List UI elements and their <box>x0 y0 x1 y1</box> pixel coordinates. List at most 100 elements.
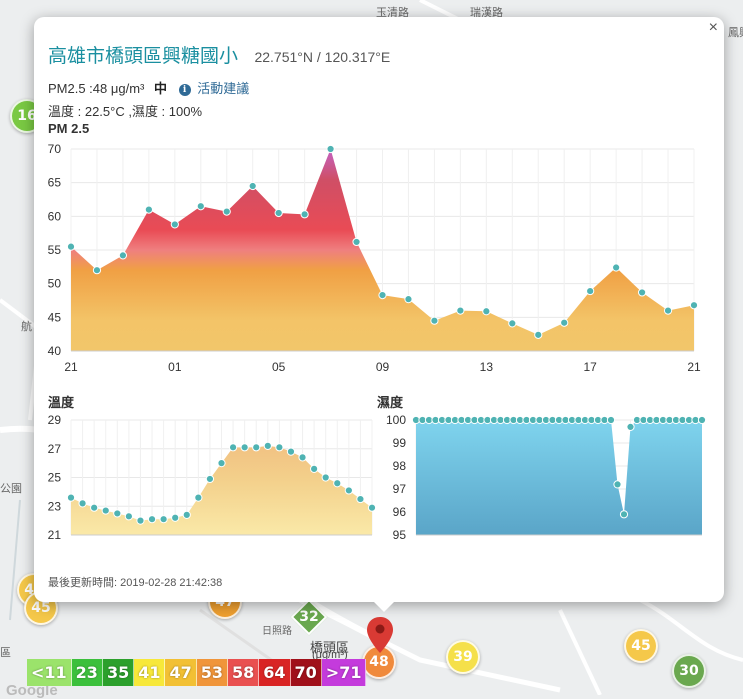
series-area <box>416 420 702 535</box>
data-point[interactable] <box>194 493 203 502</box>
data-point[interactable] <box>118 251 128 260</box>
y-tick-label: 98 <box>393 459 407 473</box>
sensor-diamond-value: 32 <box>299 609 319 625</box>
road-label: 瑞漢路 <box>470 7 503 19</box>
data-point[interactable] <box>92 266 102 275</box>
data-point[interactable] <box>263 441 272 450</box>
data-point[interactable] <box>171 513 180 522</box>
data-point[interactable] <box>300 210 309 219</box>
data-point[interactable] <box>560 318 569 327</box>
road-label: 玉清路 <box>376 7 409 19</box>
data-point[interactable] <box>456 306 465 315</box>
data-point[interactable] <box>124 512 133 521</box>
data-point[interactable] <box>170 220 179 229</box>
y-tick-label: 45 <box>48 310 62 324</box>
data-point[interactable] <box>606 415 616 425</box>
location-pin-icon[interactable] <box>367 617 393 653</box>
legend-item: 70 <box>290 659 322 686</box>
data-point[interactable] <box>222 207 231 216</box>
data-point[interactable] <box>326 144 335 154</box>
data-point[interactable] <box>404 295 413 304</box>
data-point[interactable] <box>344 486 353 495</box>
data-point[interactable] <box>101 506 110 515</box>
data-point[interactable] <box>367 503 377 512</box>
data-point[interactable] <box>298 453 307 462</box>
road-label: 鳳興路 <box>728 27 743 39</box>
data-point[interactable] <box>321 473 330 482</box>
data-point[interactable] <box>534 330 543 339</box>
district-label: 橋頭區 <box>310 640 350 655</box>
data-point[interactable] <box>689 301 699 310</box>
data-point[interactable] <box>663 306 673 315</box>
data-point[interactable] <box>90 503 99 512</box>
pm25-color-legend: <11 23 35 41 47 53 58 64 70 >71 <box>27 659 367 686</box>
data-point[interactable] <box>333 479 342 488</box>
aqi-marker[interactable]: 30 <box>672 654 706 688</box>
aqi-marker[interactable]: 39 <box>446 640 480 674</box>
data-point[interactable] <box>430 316 439 325</box>
info-icon[interactable]: i <box>178 83 191 96</box>
aqi-marker[interactable]: 45 <box>624 629 658 663</box>
weather-reading: 溫度 : 22.5°C ,濕度 : 100% <box>48 104 203 119</box>
data-point[interactable] <box>78 499 87 508</box>
y-tick-label: 40 <box>48 344 62 358</box>
pm25-chart-title: PM 2.5 <box>48 121 90 136</box>
pm25-reading: PM2.5 :48 μg/m³ <box>48 81 145 96</box>
data-point[interactable] <box>196 202 205 211</box>
x-tick-label: 17 <box>583 360 597 374</box>
y-tick-label: 23 <box>48 499 62 513</box>
data-point[interactable] <box>159 515 168 524</box>
x-tick-label: 09 <box>376 360 390 374</box>
data-point[interactable] <box>619 510 629 519</box>
data-point[interactable] <box>113 509 122 518</box>
data-point[interactable] <box>626 422 635 431</box>
data-point[interactable] <box>217 459 226 468</box>
data-point[interactable] <box>275 443 284 452</box>
data-point[interactable] <box>586 286 595 296</box>
y-tick-label: 55 <box>48 243 62 257</box>
data-point[interactable] <box>378 291 387 300</box>
road-label: 日照路 <box>262 626 292 637</box>
x-tick-label: 21 <box>687 360 701 374</box>
pm25-chart: 40 45 50 55 60 65 70 21 01 05 09 13 17 21 <box>48 142 701 374</box>
y-tick-label: 70 <box>48 142 62 156</box>
legend-item: 47 <box>165 659 197 686</box>
humidity-chart: 95 96 97 98 99 100 <box>386 413 707 542</box>
data-point[interactable] <box>612 263 621 272</box>
data-point[interactable] <box>274 208 283 218</box>
y-tick-label: 29 <box>48 413 62 427</box>
station-title: 高雄市橋頭區興糖國小 <box>48 46 239 67</box>
y-tick-label: 65 <box>48 176 62 190</box>
data-point[interactable] <box>356 494 365 504</box>
legend-item: <11 <box>27 659 72 686</box>
data-point[interactable] <box>637 288 647 297</box>
data-point[interactable] <box>482 307 491 316</box>
data-point[interactable] <box>613 480 622 489</box>
legend-item: 53 <box>196 659 228 686</box>
data-point[interactable] <box>697 415 707 425</box>
data-point[interactable] <box>508 319 517 328</box>
y-tick-label: 21 <box>48 528 62 542</box>
place-label: 公園 <box>0 483 22 495</box>
data-point[interactable] <box>248 181 257 191</box>
data-point[interactable] <box>144 205 153 214</box>
place-label: 區 <box>0 647 11 659</box>
legend-item: 64 <box>259 659 291 686</box>
close-icon[interactable]: × <box>708 19 718 36</box>
data-point[interactable] <box>205 474 215 484</box>
data-point[interactable] <box>240 443 249 452</box>
data-point[interactable] <box>182 510 191 519</box>
data-point[interactable] <box>66 242 76 251</box>
unit-label: (μg/m³) <box>312 649 348 661</box>
activity-advice-link[interactable]: 活動建議 <box>197 81 250 96</box>
data-point[interactable] <box>310 464 319 473</box>
data-point[interactable] <box>228 443 238 452</box>
place-label: 航 <box>21 321 32 333</box>
data-point[interactable] <box>352 237 361 247</box>
legend-item: 23 <box>71 659 103 686</box>
data-point[interactable] <box>66 493 76 502</box>
data-point[interactable] <box>136 516 145 525</box>
data-point[interactable] <box>252 443 261 452</box>
data-point[interactable] <box>286 447 296 456</box>
data-point[interactable] <box>147 515 157 524</box>
